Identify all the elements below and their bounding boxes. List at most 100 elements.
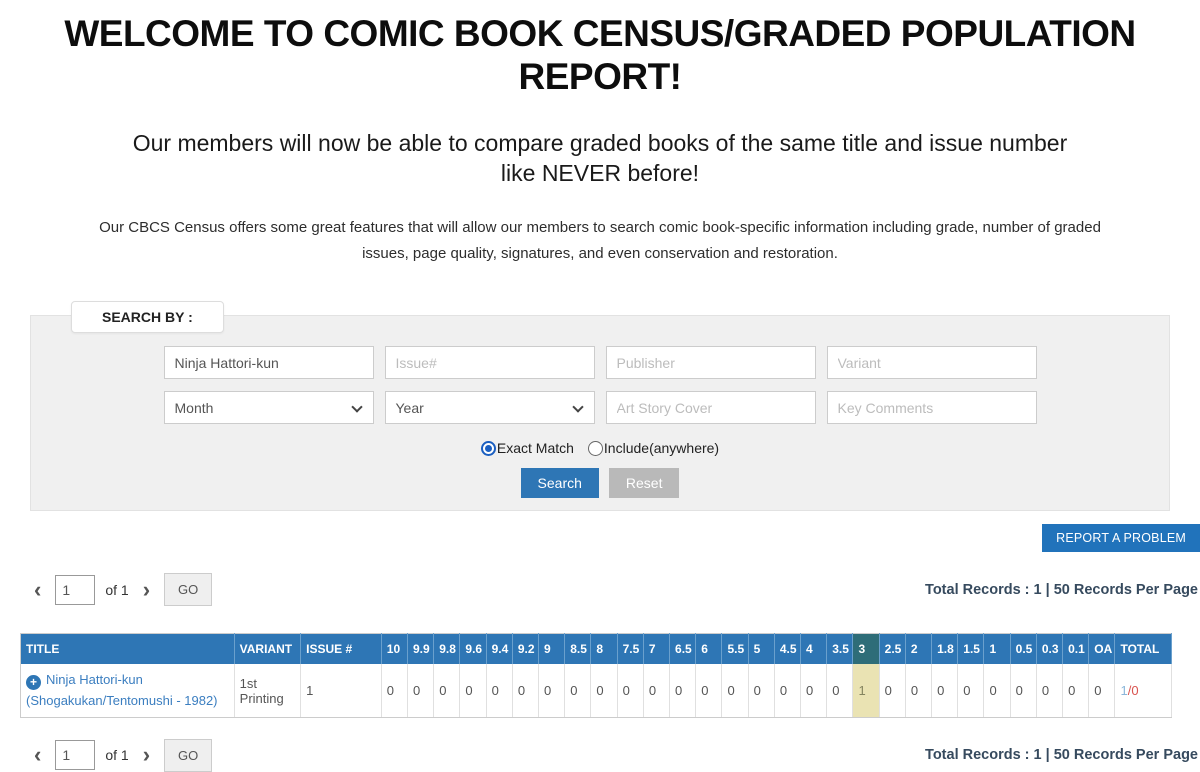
title-search-input[interactable] — [163, 346, 374, 380]
reset-button[interactable]: Reset — [608, 468, 680, 499]
column-header: 9.2 — [512, 633, 540, 665]
search-row-1 — [31, 346, 1169, 380]
match-mode-options: Exact Match Include(anywhere) — [31, 440, 1169, 456]
page-description: Our CBCS Census offers some great featur… — [99, 218, 1101, 263]
grade-count-cell: 0 — [407, 664, 435, 718]
grade-count-cell: 0 — [721, 664, 749, 718]
search-button[interactable]: Search — [520, 468, 599, 499]
column-header: 2 — [905, 633, 933, 665]
include-anywhere-radio[interactable]: Include(anywhere) — [587, 440, 719, 456]
grade-count-cell: 0 — [879, 664, 906, 718]
grade-count-cell: 0 — [512, 664, 540, 718]
column-header: 9 — [538, 633, 566, 665]
variant-cell: 1st Printing — [234, 664, 302, 718]
pagination-top: ‹ of 1 › GO Total Records : 1 | 50 Recor… — [30, 573, 1198, 607]
column-header: 9.9 — [407, 633, 435, 665]
column-header: ISSUE # — [300, 633, 382, 665]
go-button[interactable]: GO — [164, 573, 213, 607]
grade-count-cell: 0 — [669, 664, 697, 718]
issue-number-input[interactable] — [384, 346, 595, 380]
grade-count-cell: 0 — [1062, 664, 1090, 718]
column-header: 7 — [643, 633, 671, 665]
exact-match-radio[interactable]: Exact Match — [480, 440, 574, 456]
column-header: TOTAL — [1114, 633, 1172, 665]
column-header: 0.3 — [1036, 633, 1064, 665]
grade-count-cell: 0 — [905, 664, 933, 718]
grade-count-cell: 0 — [643, 664, 671, 718]
variant-input[interactable] — [826, 346, 1037, 380]
grade-count-cell: 0 — [433, 664, 461, 718]
column-header: 3 — [852, 633, 880, 665]
page-of-label: of 1 — [105, 581, 129, 598]
page-subtitle: Our members will now be able to compare … — [132, 130, 1068, 186]
column-header: 6 — [695, 633, 723, 665]
table-body: + Ninja Hattori-kun (Shogakukan/Tentomushi… — [20, 664, 1172, 718]
search-row-2: Month Year — [31, 391, 1169, 425]
grade-count-cell: 0 — [459, 664, 487, 718]
column-header: 1.8 — [931, 633, 959, 665]
title-cell: + Ninja Hattori-kun (Shogakukan/Tentomushi… — [20, 664, 235, 718]
search-buttons: Search Reset — [31, 468, 1169, 499]
page-number-input[interactable] — [55, 740, 96, 771]
column-header: TITLE — [20, 633, 235, 665]
grade-count-cell: 0 — [564, 664, 592, 718]
grade-count-cell: 0 — [486, 664, 513, 718]
column-header: 1 — [983, 633, 1011, 665]
column-header: OA — [1088, 633, 1116, 665]
column-header: 6.5 — [669, 633, 697, 665]
prev-page-icon[interactable]: ‹ — [34, 576, 42, 602]
grade-count-cell: 0 — [695, 664, 723, 718]
grade-count-cell: 0 — [748, 664, 775, 718]
year-select[interactable]: Year — [384, 391, 595, 425]
next-page-icon[interactable]: › — [142, 742, 151, 768]
key-comments-input[interactable] — [826, 391, 1037, 425]
chevron-down-icon — [571, 401, 584, 414]
grade-count-cell: 0 — [590, 664, 618, 718]
column-header: 3.5 — [826, 633, 854, 665]
column-header: 1.5 — [957, 633, 985, 665]
chevron-down-icon — [350, 401, 363, 414]
grade-count-cell: 0 — [931, 664, 959, 718]
grade-count-cell: 0 — [381, 664, 409, 718]
radio-icon — [587, 440, 603, 456]
column-header: 8 — [590, 633, 618, 665]
prev-page-icon[interactable]: ‹ — [34, 742, 42, 768]
expand-plus-icon[interactable]: + — [26, 675, 41, 691]
grade-count-cell: 0 — [538, 664, 566, 718]
column-header: VARIANT — [234, 633, 302, 665]
report-a-problem-button[interactable]: REPORT A PROBLEM — [1042, 524, 1200, 553]
census-table: TITLE VARIANT ISSUE #10 9.9 9.8 9.6 9.4 9.2 9 8.5… — [20, 633, 1172, 718]
grade-count-cell: 0 — [826, 664, 854, 718]
title-link[interactable]: + Ninja Hattori-kun (Shogakukan/Tentomushi… — [26, 672, 218, 708]
grade-count-cell: 0 — [983, 664, 1011, 718]
grade-count-cell: 1 — [852, 664, 880, 718]
records-summary: Total Records : 1 | 50 Records Per Page — [925, 747, 1198, 764]
table-row: + Ninja Hattori-kun (Shogakukan/Tentomushi… — [20, 664, 1172, 718]
grade-count-cell: 0 — [1010, 664, 1037, 718]
table-header-row: TITLE VARIANT ISSUE #10 9.9 9.8 9.6 9.4 9.2 9 8.5… — [20, 633, 1172, 665]
search-by-label: SEARCH BY : — [71, 301, 224, 334]
column-header: 0.5 — [1010, 633, 1037, 665]
pagination-bottom: ‹ of 1 › GO Total Records : 1 | 50 Recor… — [30, 738, 1198, 772]
records-summary: Total Records : 1 | 50 Records Per Page — [925, 581, 1198, 598]
column-header: 4.5 — [774, 633, 802, 665]
grade-count-cell: 0 — [957, 664, 985, 718]
publisher-input[interactable] — [605, 346, 816, 380]
column-header: 0.1 — [1062, 633, 1090, 665]
art-story-cover-input[interactable] — [605, 391, 816, 425]
page-number-input[interactable] — [55, 574, 96, 605]
radio-icon — [480, 440, 496, 456]
total-cell: 1/0 — [1114, 664, 1172, 718]
column-header: 9.6 — [459, 633, 487, 665]
column-header: 4 — [800, 633, 828, 665]
next-page-icon[interactable]: › — [142, 576, 151, 602]
grade-count-cell: 0 — [774, 664, 802, 718]
column-header: 8.5 — [564, 633, 592, 665]
grade-count-cell: 0 — [800, 664, 828, 718]
report-row: REPORT A PROBLEM — [0, 524, 1200, 553]
search-panel: SEARCH BY : Month Year Exact Match — [30, 301, 1170, 512]
issue-cell: 1 — [300, 664, 382, 718]
month-select[interactable]: Month — [163, 391, 374, 425]
column-header: 2.5 — [879, 633, 906, 665]
go-button[interactable]: GO — [164, 738, 213, 772]
